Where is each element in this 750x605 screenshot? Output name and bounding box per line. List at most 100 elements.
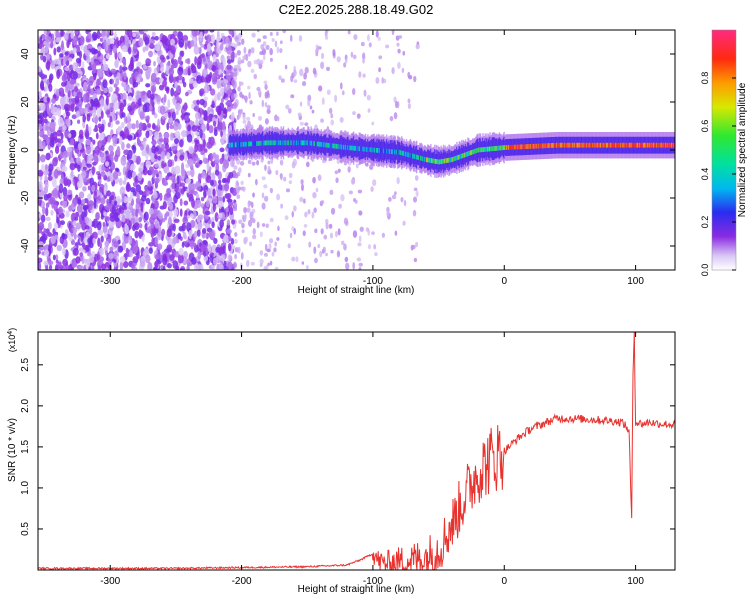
colorbar-frame: [711, 29, 737, 271]
spectrogram-cell: [320, 142, 323, 147]
spectrogram-cell: [363, 89, 367, 97]
spectrogram-cell: [557, 142, 559, 148]
spectrogram-cell: [324, 142, 326, 148]
spectrogram-cell: [219, 219, 225, 228]
spectrogram-cell: [228, 142, 230, 148]
spectrogram-cell: [185, 66, 189, 76]
spectrogram-cell: [323, 142, 325, 148]
spectrogram-cell: [157, 118, 160, 128]
colorbar-tick-label: 0.2: [700, 216, 710, 229]
spectrogram-cell: [252, 234, 257, 240]
spectrogram-cell: [75, 67, 82, 73]
spectrogram-cell: [117, 93, 121, 102]
spectrogram-cell: [420, 155, 423, 161]
spectrogram-cell: [325, 222, 329, 230]
spectrogram-cell: [335, 177, 339, 184]
spectrogram-cell: [222, 245, 226, 254]
spectrogram-cell: [512, 144, 514, 150]
spectrogram-cell: [245, 141, 248, 147]
spectrogram-cell: [293, 69, 297, 77]
spectrogram-cell: [92, 112, 97, 118]
spectrogram-cell: [162, 201, 167, 210]
spectrogram-cell: [430, 158, 432, 163]
spectrogram-cell: [268, 238, 274, 244]
spectrogram-cell: [75, 222, 82, 230]
spectrogram-cell: [196, 186, 202, 191]
spectrogram-cell: [176, 74, 183, 81]
spectrogram-cell: [220, 206, 225, 213]
spectrogram-cell: [226, 64, 232, 70]
spectrogram-cell: [240, 142, 242, 147]
spectrogram-cell: [239, 161, 245, 166]
spectrogram-cell: [266, 108, 271, 115]
spectrogram-cell: [434, 158, 436, 164]
spectrogram-cell: [41, 233, 48, 241]
spectrogram-cell: [533, 143, 535, 149]
spectrogram-cell: [398, 35, 403, 39]
spectrogram-cell: [47, 232, 53, 238]
snr-frame: [37, 331, 676, 571]
spectrogram-cell: [304, 140, 307, 146]
spectrogram-cell: [154, 131, 160, 138]
spectrogram-cell: [187, 67, 191, 76]
spectrogram-cell: [345, 145, 348, 150]
spectrogram-cell: [320, 228, 324, 235]
spectrogram-cell: [642, 142, 645, 148]
spectrogram-cell: [653, 142, 656, 148]
spectrogram-cell: [327, 142, 330, 148]
spectrogram-cell: [362, 73, 366, 78]
spectrogram-cell: [423, 156, 425, 162]
spectrogram-cell: [153, 99, 157, 104]
spectrogram-cell: [93, 97, 99, 107]
spectrogram-cell: [174, 191, 181, 200]
spectrogram-cell: [89, 88, 95, 96]
spectrogram-cell: [267, 165, 271, 172]
spectrogram-cell: [330, 249, 334, 254]
spectrogram-cell: [38, 71, 43, 76]
spectrogram-cell: [162, 265, 166, 270]
spectrogram-cell: [395, 149, 397, 155]
spectrogram-cell: [502, 145, 505, 151]
spectrogram-cell: [186, 265, 190, 270]
spectrogram-cell: [335, 143, 338, 149]
spectrogram-cell: [207, 60, 214, 70]
spectrogram-cell: [401, 150, 404, 156]
spectrogram-cell: [199, 31, 203, 37]
spectrogram-cell: [69, 162, 76, 171]
spectrogram-cell: [513, 144, 516, 150]
spectrogram-cell: [123, 84, 130, 92]
spectrogram-cell: [86, 155, 92, 165]
spectrogram-cell: [65, 107, 69, 115]
spectrogram-cell: [104, 204, 111, 211]
spectrogram-cell: [198, 116, 204, 124]
spectrogram-cell: [337, 144, 340, 149]
spectrogram-cell: [196, 74, 203, 84]
spectrogram-cell: [45, 216, 51, 222]
spectrogram-cell: [84, 225, 90, 230]
spectrogram-cell: [238, 142, 241, 147]
spectrogram-cell: [351, 145, 353, 151]
spectrogram-cell: [672, 142, 674, 148]
spectrogram-cell: [184, 115, 190, 122]
spectrogram-cell: [263, 80, 268, 85]
spectrogram-cell: [132, 189, 137, 197]
spectrogram-cell: [302, 230, 306, 237]
spectrogram-cell: [549, 143, 552, 148]
spectrogram-cell: [241, 222, 245, 229]
spectrogram-cell: [188, 146, 194, 154]
spectrogram-cell: [219, 254, 226, 262]
spectrogram-cell: [534, 143, 537, 149]
spectrogram-cell: [58, 87, 64, 92]
spectrogram-cell: [48, 83, 53, 92]
spectrogram-cell: [121, 66, 128, 71]
spectrogram-cell: [221, 178, 227, 184]
spectrogram-cell: [194, 131, 200, 136]
spectrogram-cell: [45, 125, 49, 131]
spectrogram-cell: [256, 58, 261, 66]
spectrogram-cell: [276, 140, 278, 146]
spectrogram-cell: [72, 220, 77, 227]
spectrogram-cell: [228, 235, 232, 242]
spectrogram-cell: [86, 258, 91, 268]
spectrogram-cell: [328, 142, 330, 148]
spectrogram-cell: [108, 145, 114, 152]
